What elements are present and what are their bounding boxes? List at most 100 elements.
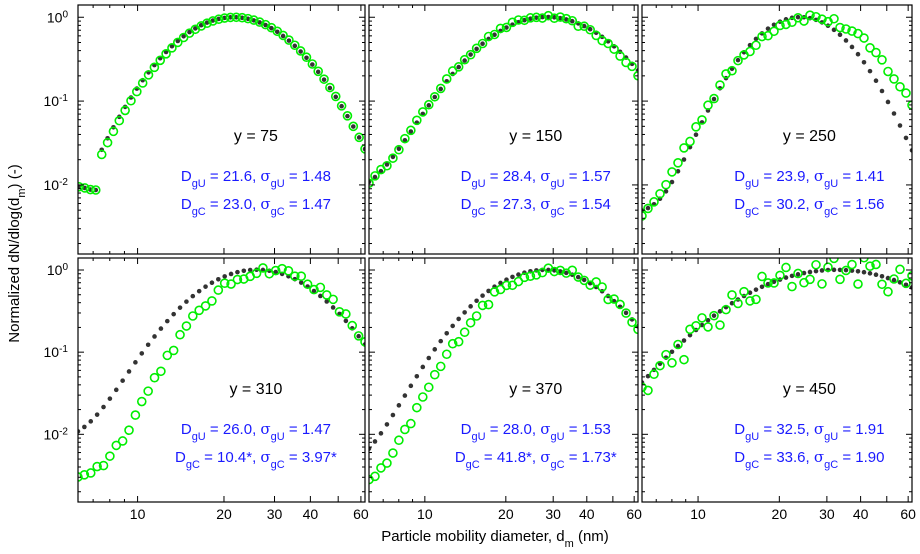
uncorrected-point — [831, 27, 837, 33]
uncorrected-point — [675, 343, 681, 349]
corrected-point — [369, 178, 374, 189]
uncorrected-point — [729, 300, 735, 306]
uncorrected-point — [711, 96, 717, 102]
corrected-point — [751, 40, 761, 51]
corrected-point — [219, 278, 230, 288]
corrected-point — [555, 12, 566, 22]
uncorrected-point — [408, 383, 414, 389]
stats-line: DgU = 21.6, σgU = 1.48 — [181, 167, 331, 190]
uncorrected-point — [563, 17, 569, 22]
uncorrected-point — [235, 269, 240, 275]
uncorrected-point — [163, 49, 169, 55]
uncorrected-point — [177, 305, 183, 310]
uncorrected-point — [546, 267, 551, 273]
corrected-point — [901, 88, 911, 98]
uncorrected-point — [771, 279, 777, 285]
corrected-point — [685, 136, 695, 147]
corrected-point — [859, 258, 869, 263]
uncorrected-point — [759, 284, 765, 290]
uncorrected-point — [209, 280, 215, 286]
corrected-point — [483, 31, 494, 42]
uncorrected-point — [420, 364, 426, 370]
uncorrected-point — [569, 18, 575, 24]
panel-5-marks — [369, 263, 638, 485]
corrected-point — [315, 282, 326, 293]
corrected-point — [370, 471, 380, 482]
corrected-point — [117, 436, 128, 446]
x-tick-label: 10 — [130, 506, 146, 522]
uncorrected-point — [681, 157, 687, 162]
corrected-point — [597, 282, 607, 292]
uncorrected-point — [897, 123, 903, 128]
corrected-point — [130, 410, 141, 420]
corrected-point — [883, 286, 893, 297]
corrected-point — [429, 91, 440, 102]
panel-4-frame — [77, 257, 366, 503]
corrected-point — [649, 197, 659, 207]
corrected-point — [309, 284, 319, 295]
uncorrected-point — [552, 268, 557, 273]
corrected-point — [354, 132, 364, 143]
uncorrected-point — [327, 85, 333, 91]
uncorrected-point — [120, 378, 125, 383]
corrected-point — [579, 275, 590, 286]
corrected-point — [90, 185, 101, 195]
uncorrected-point — [350, 124, 356, 129]
stats-line: DgU = 28.4, σgU = 1.57 — [461, 167, 611, 190]
uncorrected-point — [396, 146, 402, 152]
uncorrected-point — [516, 272, 521, 277]
corrected-point — [435, 361, 446, 372]
corrected-point — [871, 259, 881, 270]
uncorrected-point — [378, 168, 384, 174]
corrected-point — [388, 153, 398, 163]
corrected-point — [172, 37, 183, 48]
corrected-point — [175, 329, 185, 340]
corrected-point — [156, 366, 166, 377]
corrected-point — [111, 440, 122, 451]
corrected-point — [853, 28, 863, 39]
corrected-point — [270, 265, 281, 276]
corrected-point — [313, 66, 323, 77]
corrected-point — [325, 82, 335, 93]
uncorrected-point — [891, 277, 897, 283]
corrected-point — [194, 305, 204, 316]
corrected-point — [841, 265, 851, 276]
stats-line: DgU = 26.0, σgU = 1.47 — [181, 420, 331, 443]
panel-6: 10 20 30 40 60 y = 450 DgU = 32.5, σgU = 1.91 D… — [641, 257, 916, 522]
corrected-point — [805, 274, 815, 285]
uncorrected-point — [324, 299, 330, 304]
stats-line: DgU = 28.0, σgU = 1.53 — [461, 420, 611, 443]
uncorrected-point — [807, 269, 813, 275]
corrected-point — [277, 263, 287, 274]
uncorrected-point — [426, 355, 432, 361]
corrected-point — [781, 19, 791, 30]
corrected-point — [907, 271, 912, 281]
corrected-point — [231, 12, 242, 23]
corrected-point — [382, 458, 392, 468]
x-tick-label: 60 — [353, 506, 369, 522]
y-tick-label: 100 — [47, 9, 69, 26]
uncorrected-point — [855, 268, 861, 274]
corrected-point — [376, 463, 386, 473]
uncorrected-point — [843, 267, 849, 273]
corrected-point — [697, 115, 707, 125]
corrected-point — [249, 15, 259, 25]
uncorrected-point — [216, 276, 221, 282]
uncorrected-point — [540, 14, 545, 20]
corrected-point — [889, 74, 899, 84]
corrected-point — [591, 277, 601, 287]
panel-3-frame — [641, 4, 913, 255]
uncorrected-point — [873, 272, 879, 277]
uncorrected-point — [343, 318, 349, 324]
corrected-point — [143, 70, 154, 80]
uncorrected-point — [552, 15, 557, 20]
uncorrected-point — [292, 43, 298, 49]
x-tick-label: 40 — [579, 506, 595, 522]
corrected-point — [207, 296, 217, 306]
uncorrected-point — [486, 288, 491, 294]
uncorrected-point — [193, 26, 198, 31]
uncorrected-point — [771, 22, 777, 28]
uncorrected-point — [849, 44, 855, 50]
uncorrected-point — [687, 332, 693, 338]
corrected-point — [225, 12, 236, 23]
